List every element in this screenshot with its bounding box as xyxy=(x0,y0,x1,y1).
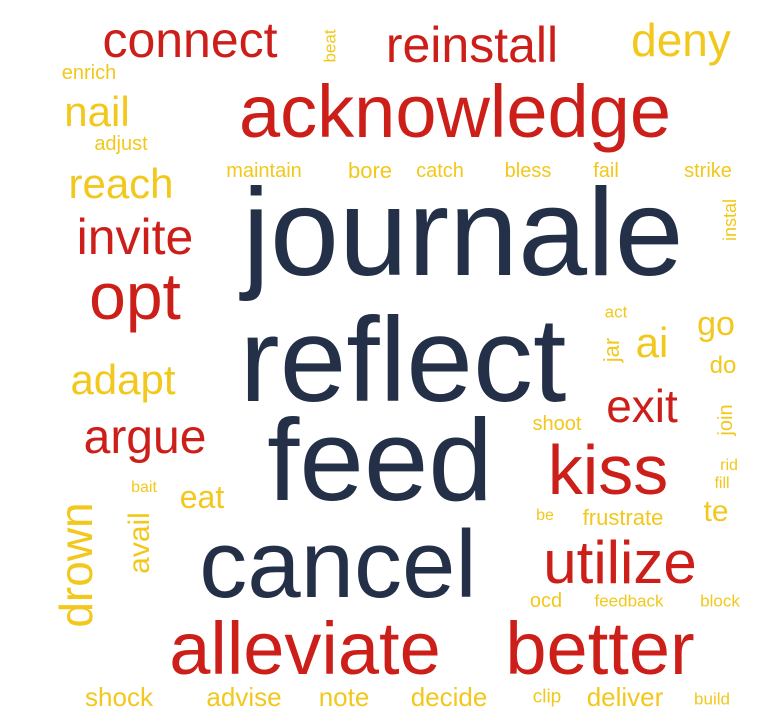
word-exit: exit xyxy=(606,380,678,432)
word-shoot: shoot xyxy=(532,413,582,435)
word-rid: rid xyxy=(720,457,738,474)
word-build: build xyxy=(694,689,730,709)
word-shock: shock xyxy=(85,682,153,712)
word-reflect: reflect xyxy=(239,293,567,427)
word-invite: invite xyxy=(76,209,194,265)
word-adjust: adjust xyxy=(94,133,148,155)
word-opt: opt xyxy=(89,259,181,333)
word-strike: strike xyxy=(684,160,732,182)
word-nail: nail xyxy=(64,88,130,135)
word-connect: connect xyxy=(102,12,278,68)
word-enrich: enrich xyxy=(61,62,117,84)
word-journale: journale xyxy=(242,164,684,302)
word-note: note xyxy=(318,682,370,712)
word-adapt: adapt xyxy=(70,356,176,403)
word-alleviate: alleviate xyxy=(169,607,441,690)
word-ocd: ocd xyxy=(529,590,563,612)
word-bore: bore xyxy=(347,158,393,183)
word-avail: avail xyxy=(123,512,156,574)
word-reinstall: reinstall xyxy=(385,17,559,73)
word-drown: drown xyxy=(50,502,102,628)
word-clip: clip xyxy=(532,686,562,708)
word-join: join xyxy=(715,404,737,436)
word-feed: feed xyxy=(267,395,493,525)
word-maintain: maintain xyxy=(226,160,302,182)
word-fail: fail xyxy=(593,160,619,182)
word-act: act xyxy=(604,302,628,322)
word-kiss: kiss xyxy=(547,431,669,509)
word-block: block xyxy=(700,591,740,611)
word-catch: catch xyxy=(416,160,464,182)
word-advise: advise xyxy=(206,682,282,712)
word-frustrate: frustrate xyxy=(582,505,664,530)
word-jar: jar xyxy=(599,337,624,363)
word-do: do xyxy=(709,352,737,379)
word-better: better xyxy=(505,607,695,690)
word-go: go xyxy=(697,305,735,343)
word-eat: eat xyxy=(179,479,225,515)
word-utilize: utilize xyxy=(543,529,697,596)
word-deny: deny xyxy=(631,14,731,66)
word-feedback: feedback xyxy=(594,591,664,611)
word-cancel: cancel xyxy=(199,511,477,618)
word-ai: ai xyxy=(635,319,669,366)
word-be: be xyxy=(536,507,554,524)
word-decide: decide xyxy=(410,682,488,712)
word-te: te xyxy=(703,495,729,528)
word-argue: argue xyxy=(83,411,207,464)
word-fill: fill xyxy=(714,475,730,492)
word-beat: beat xyxy=(320,29,340,63)
word-acknowledge: acknowledge xyxy=(239,70,671,153)
word-reach: reach xyxy=(68,160,174,207)
word-bait: bait xyxy=(131,479,157,496)
word-deliver: deliver xyxy=(586,682,664,712)
word-instal: instal xyxy=(720,198,740,242)
word-bless: bless xyxy=(504,160,552,182)
